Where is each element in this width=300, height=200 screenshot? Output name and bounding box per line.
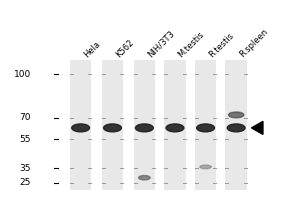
Bar (70, 60, 92, 190)
Ellipse shape (72, 124, 89, 132)
Text: M.testis: M.testis (176, 30, 206, 59)
Text: R.spleen: R.spleen (238, 27, 269, 59)
Ellipse shape (229, 112, 244, 118)
Bar (225, 60, 247, 190)
Text: 100: 100 (14, 70, 31, 79)
Bar (134, 60, 155, 190)
Ellipse shape (227, 124, 245, 132)
Text: R.testis: R.testis (207, 31, 235, 59)
Ellipse shape (197, 124, 214, 132)
Text: NIH/3T3: NIH/3T3 (146, 29, 176, 59)
Text: 70: 70 (20, 113, 31, 122)
Bar (164, 60, 186, 190)
Ellipse shape (139, 176, 150, 180)
Bar (195, 60, 216, 190)
Ellipse shape (200, 165, 211, 169)
Text: 35: 35 (20, 164, 31, 173)
Text: 25: 25 (20, 178, 31, 187)
Ellipse shape (103, 124, 122, 132)
Text: K562: K562 (114, 38, 135, 59)
Ellipse shape (166, 124, 184, 132)
Text: Hela: Hela (82, 39, 102, 59)
Ellipse shape (136, 124, 153, 132)
Polygon shape (251, 121, 263, 134)
Text: 55: 55 (20, 135, 31, 144)
Bar (102, 60, 123, 190)
